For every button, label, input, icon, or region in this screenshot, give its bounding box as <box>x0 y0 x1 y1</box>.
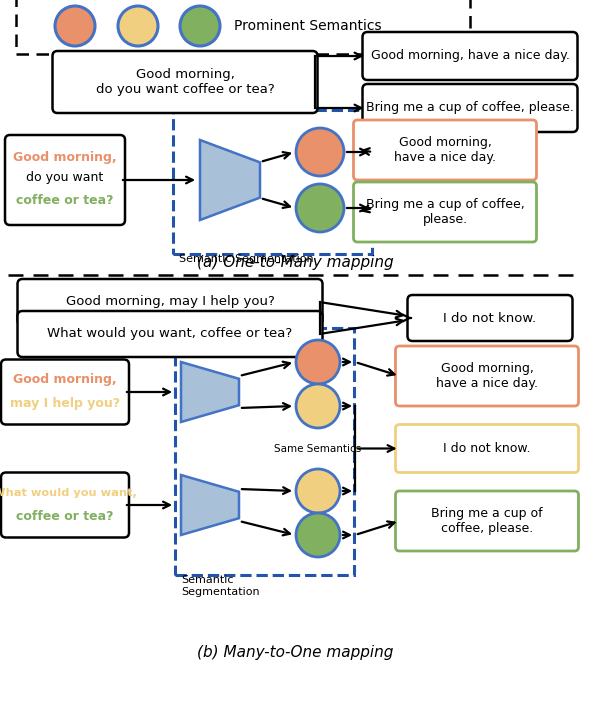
FancyBboxPatch shape <box>353 182 536 242</box>
Circle shape <box>296 469 340 513</box>
Text: coffee or tea?: coffee or tea? <box>17 511 114 523</box>
FancyBboxPatch shape <box>353 120 536 180</box>
Polygon shape <box>181 362 239 422</box>
Text: (b) Many-to-One mapping: (b) Many-to-One mapping <box>197 644 393 659</box>
Circle shape <box>296 340 340 384</box>
Text: Bring me a cup of
coffee, please.: Bring me a cup of coffee, please. <box>431 507 543 535</box>
Text: Good morning, have a nice day.: Good morning, have a nice day. <box>371 50 569 63</box>
FancyBboxPatch shape <box>395 424 579 473</box>
Polygon shape <box>200 140 260 220</box>
Circle shape <box>296 128 344 176</box>
Text: Semantic Segmentation: Semantic Segmentation <box>179 254 314 264</box>
Circle shape <box>55 6 95 46</box>
Text: Good morning,
have a nice day.: Good morning, have a nice day. <box>436 362 538 390</box>
Text: Good morning,: Good morning, <box>13 152 117 164</box>
Text: I do not know.: I do not know. <box>444 312 536 325</box>
Text: (a) One-to-Many mapping: (a) One-to-Many mapping <box>196 254 394 270</box>
FancyBboxPatch shape <box>395 346 579 406</box>
Circle shape <box>296 384 340 428</box>
Text: Good morning,: Good morning, <box>13 374 117 387</box>
Text: What would you want,: What would you want, <box>0 488 137 498</box>
Text: Prominent Semantics: Prominent Semantics <box>234 19 382 33</box>
FancyBboxPatch shape <box>1 473 129 538</box>
FancyBboxPatch shape <box>18 311 323 357</box>
FancyBboxPatch shape <box>395 491 579 551</box>
Text: Good morning,
have a nice day.: Good morning, have a nice day. <box>394 136 496 164</box>
FancyBboxPatch shape <box>18 279 323 325</box>
Text: do you want: do you want <box>27 172 104 184</box>
Text: Same Semantics: Same Semantics <box>274 444 362 454</box>
FancyBboxPatch shape <box>408 295 572 341</box>
Text: Bring me a cup of coffee, please.: Bring me a cup of coffee, please. <box>366 102 574 115</box>
FancyBboxPatch shape <box>1 360 129 424</box>
Text: coffee or tea?: coffee or tea? <box>17 194 114 206</box>
Text: I do not know.: I do not know. <box>443 442 531 455</box>
Text: Bring me a cup of coffee,
please.: Bring me a cup of coffee, please. <box>366 198 525 226</box>
Text: Good morning, may I help you?: Good morning, may I help you? <box>65 295 274 308</box>
Circle shape <box>118 6 158 46</box>
Polygon shape <box>181 475 239 535</box>
FancyBboxPatch shape <box>5 135 125 225</box>
Circle shape <box>296 513 340 557</box>
Circle shape <box>296 184 344 232</box>
Text: What would you want, coffee or tea?: What would you want, coffee or tea? <box>47 328 293 340</box>
Text: Semantic
Segmentation: Semantic Segmentation <box>181 575 260 597</box>
Circle shape <box>180 6 220 46</box>
FancyBboxPatch shape <box>16 0 470 54</box>
Text: Good morning,
do you want coffee or tea?: Good morning, do you want coffee or tea? <box>96 68 274 96</box>
FancyBboxPatch shape <box>362 32 578 80</box>
Text: may I help you?: may I help you? <box>10 397 120 411</box>
FancyBboxPatch shape <box>362 84 578 132</box>
FancyBboxPatch shape <box>53 51 317 113</box>
